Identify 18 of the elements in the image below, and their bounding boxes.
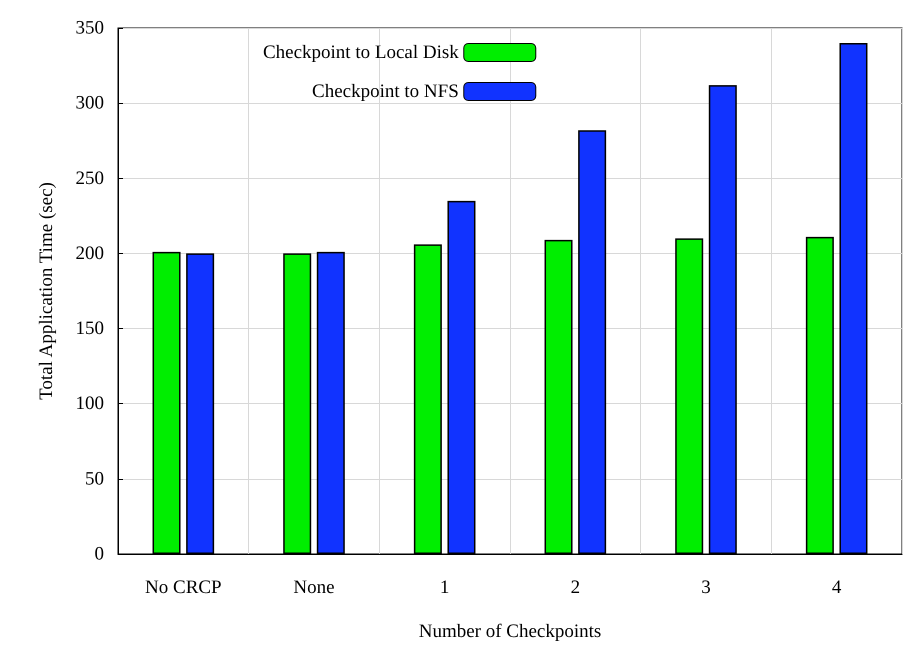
x-tick-label: 2 [570, 577, 580, 598]
y-tick-label: 50 [85, 468, 104, 490]
x-tick-label: None [293, 577, 335, 598]
y-tick-label: 300 [76, 92, 104, 114]
legend-label: Checkpoint to Local Disk [262, 42, 460, 63]
y-tick-label: 250 [76, 168, 104, 189]
y-tick-label: 0 [94, 544, 104, 564]
x-axis-title: Number of Checkpoints [418, 621, 602, 642]
y-axis-title: Total Application Time (sec) [36, 182, 57, 400]
x-tick-label: No CRCP [145, 577, 222, 598]
y-tick-label: 100 [76, 393, 104, 414]
legend-label: Checkpoint to NFS [312, 81, 459, 102]
y-tick-label: 200 [76, 242, 104, 264]
x-tick-label: 1 [440, 577, 450, 598]
x-tick-label: 3 [701, 577, 711, 598]
x-tick-label: 4 [832, 577, 842, 598]
y-tick-label: 350 [76, 18, 104, 38]
y-tick-label: 150 [76, 318, 104, 340]
